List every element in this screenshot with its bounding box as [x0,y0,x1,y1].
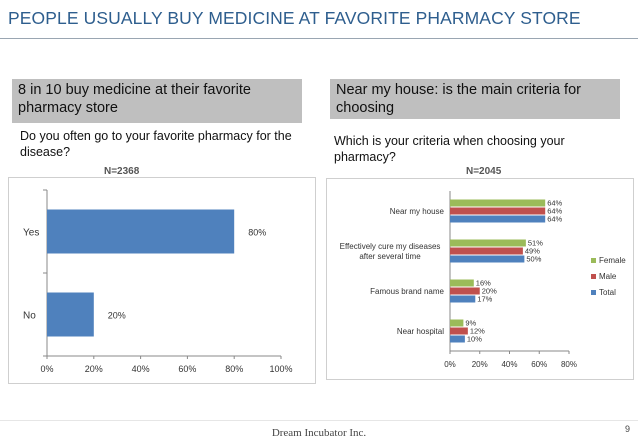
x-tick-label: 20% [85,364,103,374]
category-label: Near my house [390,207,445,216]
x-tick-label: 60% [178,364,196,374]
legend-swatch-total [591,290,596,295]
data-label: 12% [470,327,485,336]
data-label: 20% [482,287,497,296]
left-sample-size: N=2368 [104,166,140,177]
legend-swatch-male [591,274,596,279]
bar-total [450,335,465,343]
bar-female [450,279,474,287]
data-label: 64% [547,207,562,216]
x-tick-label: 20% [472,360,488,369]
data-label: 50% [526,255,541,264]
left-chart-frame: Yes 80% No 20% 0% 20% 40% 60% 80% 100% [8,177,316,384]
data-label: 10% [467,335,482,344]
x-tick-label: 0% [444,360,456,369]
page-title: PEOPLE USUALLY BUY MEDICINE AT FAVORITE … [8,8,581,28]
x-tick-label: 40% [501,360,517,369]
legend-label-female: Female [599,256,626,265]
right-chart-frame: 64% 64% 64% Near my house 51% 49% 50% Effective… [326,178,634,380]
bar-total [450,255,525,263]
bar-female [450,239,526,247]
data-label: 80% [248,228,266,238]
data-label: 16% [476,279,491,288]
x-tick-label: 60% [531,360,547,369]
bar-male [450,207,546,215]
data-label: 64% [547,215,562,224]
left-banner: 8 in 10 buy medicine at their favorite p… [12,79,302,123]
category-label: after several time [359,252,421,261]
legend-label-male: Male [599,272,617,281]
right-sample-size: N=2045 [466,166,502,177]
category-label: Yes [23,228,39,239]
x-tick-label: 40% [132,364,150,374]
bar-male [450,287,480,295]
x-tick-label: 80% [561,360,577,369]
bar-total [450,295,476,303]
data-label: 20% [108,311,126,321]
bar-total [450,215,546,223]
right-question: Which is your criteria when choosing you… [334,134,565,164]
bar-female [450,199,546,207]
category-label: No [23,311,36,322]
bar-male [450,327,468,335]
x-tick-label: 0% [40,364,53,374]
left-bar-chart: Yes 80% No 20% 0% 20% 40% 60% 80% 100% [23,189,293,374]
legend-swatch-female [591,258,596,263]
left-question: Do you often go to your favorite pharmac… [20,129,292,159]
footer-company: Dream Incubator Inc. [271,427,367,439]
data-label: 49% [525,247,540,256]
x-tick-label: 100% [269,364,292,374]
x-tick-label: 80% [225,364,243,374]
title-divider [0,38,638,39]
bar-yes [47,209,235,254]
bar-female [450,319,464,327]
page-number: 9 [624,424,630,434]
right-bar-chart: 64%64%64%Near my house51%49%50%Effective… [340,191,626,369]
category-label: Effectively cure my diseases [340,242,441,251]
category-label: Famous brand name [370,287,444,296]
bar-no [47,292,94,337]
footer-divider [0,420,638,421]
bar-male [450,247,523,255]
data-label: 51% [528,239,543,248]
right-banner: Near my house: is the main criteria for … [330,79,620,119]
data-label: 64% [547,199,562,208]
legend-label-total: Total [599,288,616,297]
data-label: 17% [477,295,492,304]
category-label: Near hospital [397,327,444,336]
data-label: 9% [465,319,476,328]
